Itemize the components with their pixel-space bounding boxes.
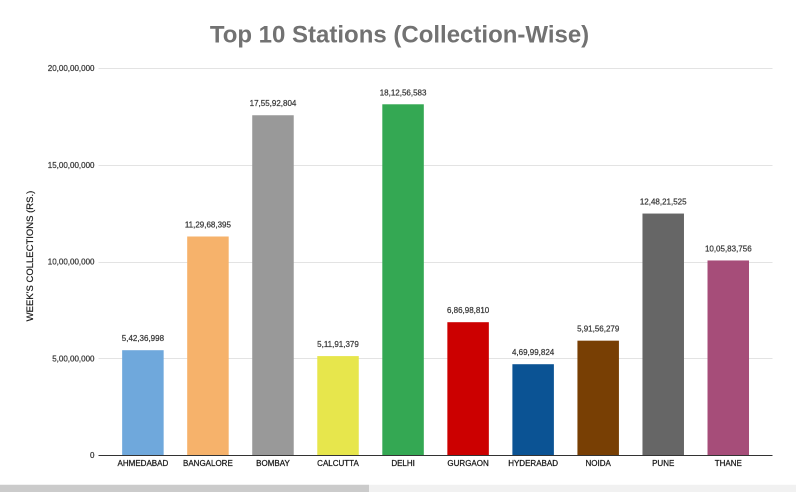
svg-text:Top 10 Stations (Collection-Wi: Top 10 Stations (Collection-Wise) bbox=[210, 22, 589, 49]
svg-text:WEEK'S COLLECTIONS (RS.): WEEK'S COLLECTIONS (RS.) bbox=[25, 191, 36, 322]
svg-text:5,00,00,000: 5,00,00,000 bbox=[52, 354, 95, 363]
svg-text:CALCUTTA: CALCUTTA bbox=[317, 459, 359, 468]
svg-text:17,55,92,804: 17,55,92,804 bbox=[250, 99, 297, 108]
svg-text:BOMBAY: BOMBAY bbox=[256, 459, 290, 468]
svg-text:GURGAON: GURGAON bbox=[447, 459, 489, 468]
svg-text:PUNE: PUNE bbox=[652, 459, 674, 468]
svg-text:10,00,00,000: 10,00,00,000 bbox=[48, 258, 95, 267]
svg-text:20,00,00,000: 20,00,00,000 bbox=[48, 64, 95, 73]
svg-text:10,05,83,756: 10,05,83,756 bbox=[705, 245, 752, 254]
svg-text:NOIDA: NOIDA bbox=[586, 459, 612, 468]
svg-text:18,12,56,583: 18,12,56,583 bbox=[380, 88, 427, 97]
svg-text:HYDERABAD: HYDERABAD bbox=[508, 459, 558, 468]
svg-text:5,42,36,998: 5,42,36,998 bbox=[122, 334, 165, 343]
svg-text:4,69,99,824: 4,69,99,824 bbox=[512, 348, 555, 357]
svg-text:11,29,68,395: 11,29,68,395 bbox=[185, 221, 232, 230]
svg-text:DELHI: DELHI bbox=[391, 459, 415, 468]
svg-text:6,86,98,810: 6,86,98,810 bbox=[447, 306, 490, 315]
svg-text:12,48,21,525: 12,48,21,525 bbox=[640, 198, 687, 207]
svg-text:0: 0 bbox=[90, 451, 95, 460]
svg-text:5,11,91,379: 5,11,91,379 bbox=[317, 340, 359, 349]
svg-text:AHMEDABAD: AHMEDABAD bbox=[118, 459, 169, 468]
svg-text:15,00,00,000: 15,00,00,000 bbox=[48, 161, 95, 170]
svg-text:BANGALORE: BANGALORE bbox=[183, 459, 233, 468]
svg-text:5,91,56,279: 5,91,56,279 bbox=[577, 325, 620, 334]
svg-text:THANE: THANE bbox=[715, 459, 742, 468]
